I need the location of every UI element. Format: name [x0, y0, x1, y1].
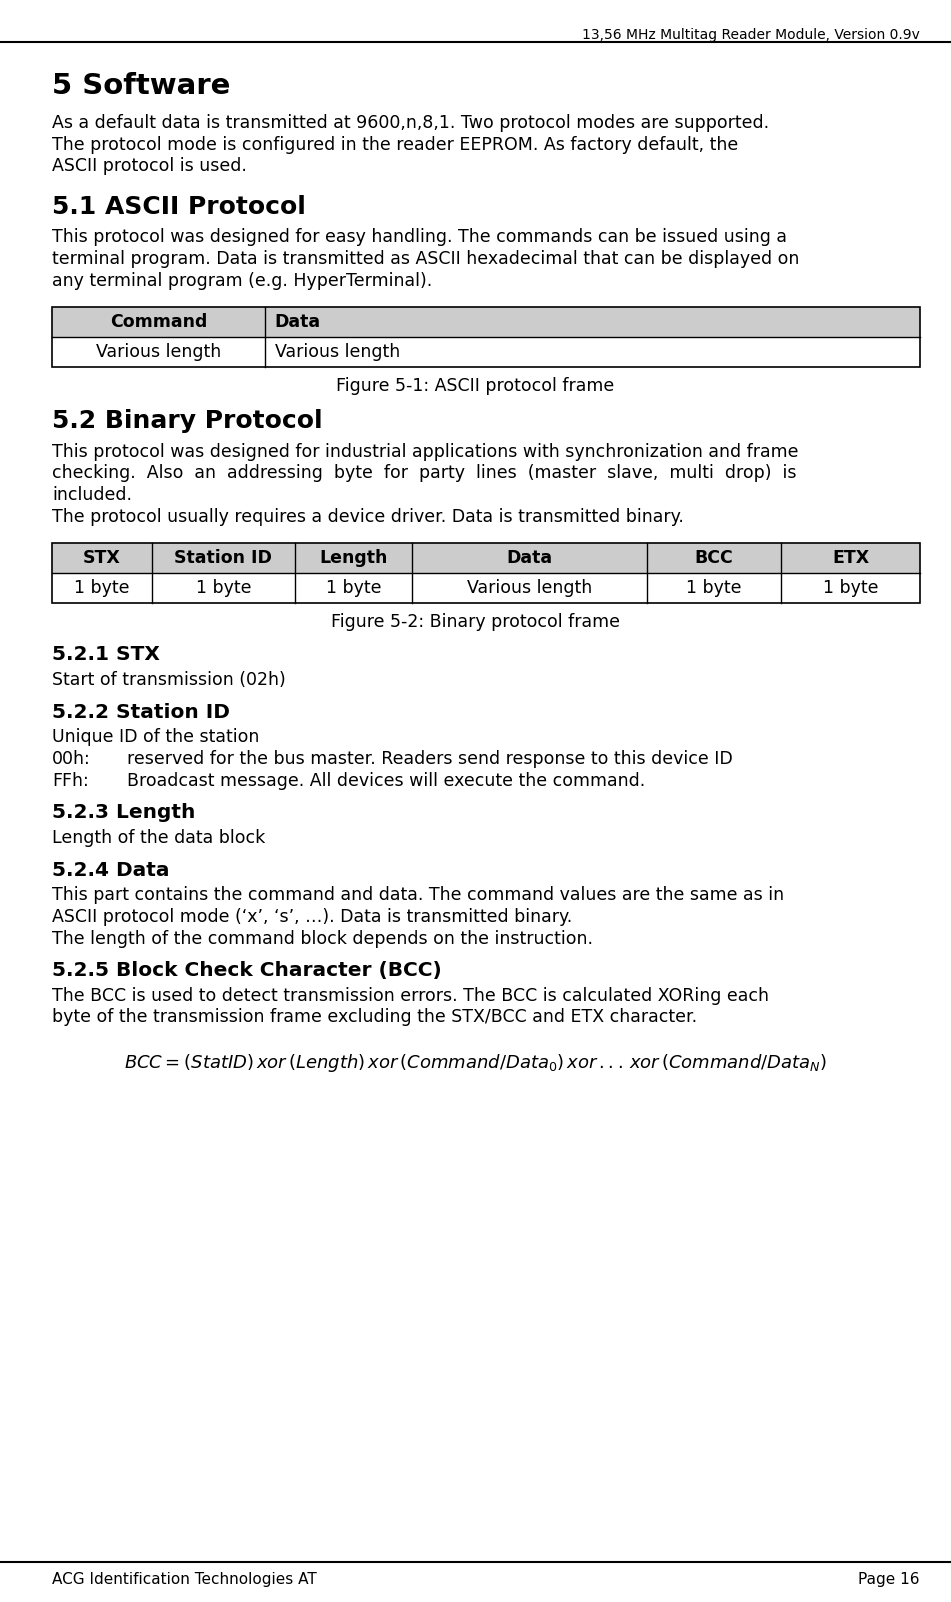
Text: 5.2.3 Length: 5.2.3 Length	[52, 803, 195, 822]
Text: ASCII protocol is used.: ASCII protocol is used.	[52, 157, 247, 175]
Text: BCC: BCC	[694, 549, 733, 567]
Text: 13,56 MHz Multitag Reader Module, Version 0.9v: 13,56 MHz Multitag Reader Module, Versio…	[582, 27, 920, 42]
Text: 1 byte: 1 byte	[326, 578, 381, 598]
Text: Data: Data	[506, 549, 553, 567]
Text: The BCC is used to detect transmission errors. The BCC is calculated XORing each: The BCC is used to detect transmission e…	[52, 987, 769, 1004]
Text: 5.1 ASCII Protocol: 5.1 ASCII Protocol	[52, 194, 306, 218]
Text: ASCII protocol mode (‘x’, ‘s’, …). Data is transmitted binary.: ASCII protocol mode (‘x’, ‘s’, …). Data …	[52, 908, 573, 926]
Text: 00h:: 00h:	[52, 750, 90, 767]
Text: ACG Identification Technologies AT: ACG Identification Technologies AT	[52, 1572, 317, 1588]
Text: 1 byte: 1 byte	[686, 578, 742, 598]
Text: Length: Length	[320, 549, 388, 567]
Text: checking.  Also  an  addressing  byte  for  party  lines  (master  slave,  multi: checking. Also an addressing byte for pa…	[52, 465, 797, 482]
Text: The protocol mode is configured in the reader EEPROM. As factory default, the: The protocol mode is configured in the r…	[52, 136, 738, 154]
Text: 5 Software: 5 Software	[52, 72, 230, 99]
Text: 5.2.5 Block Check Character (BCC): 5.2.5 Block Check Character (BCC)	[52, 961, 442, 980]
Text: ETX: ETX	[832, 549, 869, 567]
Text: included.: included.	[52, 485, 132, 505]
Text: Start of transmission (02h): Start of transmission (02h)	[52, 671, 285, 689]
Bar	[52, 308, 920, 367]
Text: This protocol was designed for easy handling. The commands can be issued using a: This protocol was designed for easy hand…	[52, 229, 787, 247]
Text: Unique ID of the station: Unique ID of the station	[52, 729, 260, 747]
Text: Data: Data	[275, 312, 320, 332]
Text: This protocol was designed for industrial applications with synchronization and : This protocol was designed for industria…	[52, 444, 799, 461]
Text: Station ID: Station ID	[174, 549, 272, 567]
Text: The protocol usually requires a device driver. Data is transmitted binary.: The protocol usually requires a device d…	[52, 508, 684, 525]
Text: 1 byte: 1 byte	[74, 578, 129, 598]
Bar	[52, 308, 920, 336]
Text: Page 16: Page 16	[859, 1572, 920, 1588]
Text: any terminal program (e.g. HyperTerminal).: any terminal program (e.g. HyperTerminal…	[52, 271, 433, 290]
Text: The length of the command block depends on the instruction.: The length of the command block depends …	[52, 929, 593, 947]
Text: 5.2.1 STX: 5.2.1 STX	[52, 646, 160, 663]
Text: Length of the data block: Length of the data block	[52, 828, 265, 847]
Text: 5.2.4 Data: 5.2.4 Data	[52, 860, 169, 879]
Text: As a default data is transmitted at 9600,n,8,1. Two protocol modes are supported: As a default data is transmitted at 9600…	[52, 114, 769, 131]
Text: Figure 5-1: ASCII protocol frame: Figure 5-1: ASCII protocol frame	[337, 376, 614, 396]
Text: Broadcast message. All devices will execute the command.: Broadcast message. All devices will exec…	[127, 772, 645, 790]
Text: 5.2.2 Station ID: 5.2.2 Station ID	[52, 703, 230, 721]
Text: terminal program. Data is transmitted as ASCII hexadecimal that can be displayed: terminal program. Data is transmitted as…	[52, 250, 800, 268]
Text: $BCC = (StatID)\,xor\,(Length)\,xor\,(Command / Data_0)\,xor\,...\,xor\,(Command: $BCC = (StatID)\,xor\,(Length)\,xor\,(Co…	[124, 1053, 827, 1073]
Text: This part contains the command and data. The command values are the same as in: This part contains the command and data.…	[52, 886, 785, 905]
Text: 5.2 Binary Protocol: 5.2 Binary Protocol	[52, 409, 322, 433]
Text: 1 byte: 1 byte	[823, 578, 879, 598]
Text: STX: STX	[83, 549, 121, 567]
Text: Various length: Various length	[96, 343, 221, 360]
Bar	[52, 543, 920, 602]
Text: reserved for the bus master. Readers send response to this device ID: reserved for the bus master. Readers sen…	[127, 750, 733, 767]
Text: Figure 5-2: Binary protocol frame: Figure 5-2: Binary protocol frame	[331, 614, 620, 631]
Text: Various length: Various length	[275, 343, 400, 360]
Text: byte of the transmission frame excluding the STX/BCC and ETX character.: byte of the transmission frame excluding…	[52, 1009, 697, 1027]
Text: Command: Command	[109, 312, 207, 332]
Text: 1 byte: 1 byte	[196, 578, 251, 598]
Bar	[52, 543, 920, 574]
Text: FFh:: FFh:	[52, 772, 88, 790]
Text: Various length: Various length	[467, 578, 592, 598]
